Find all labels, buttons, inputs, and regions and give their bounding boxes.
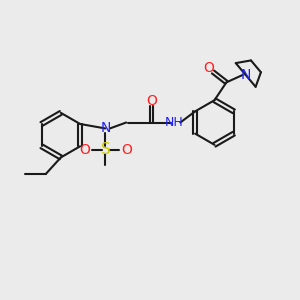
Text: O: O	[204, 61, 214, 74]
Text: S: S	[100, 142, 110, 158]
Text: N: N	[100, 122, 111, 136]
Text: NH: NH	[165, 116, 184, 129]
Text: N: N	[241, 68, 251, 82]
Text: O: O	[146, 94, 157, 108]
Text: O: O	[121, 143, 132, 157]
Text: O: O	[79, 143, 90, 157]
